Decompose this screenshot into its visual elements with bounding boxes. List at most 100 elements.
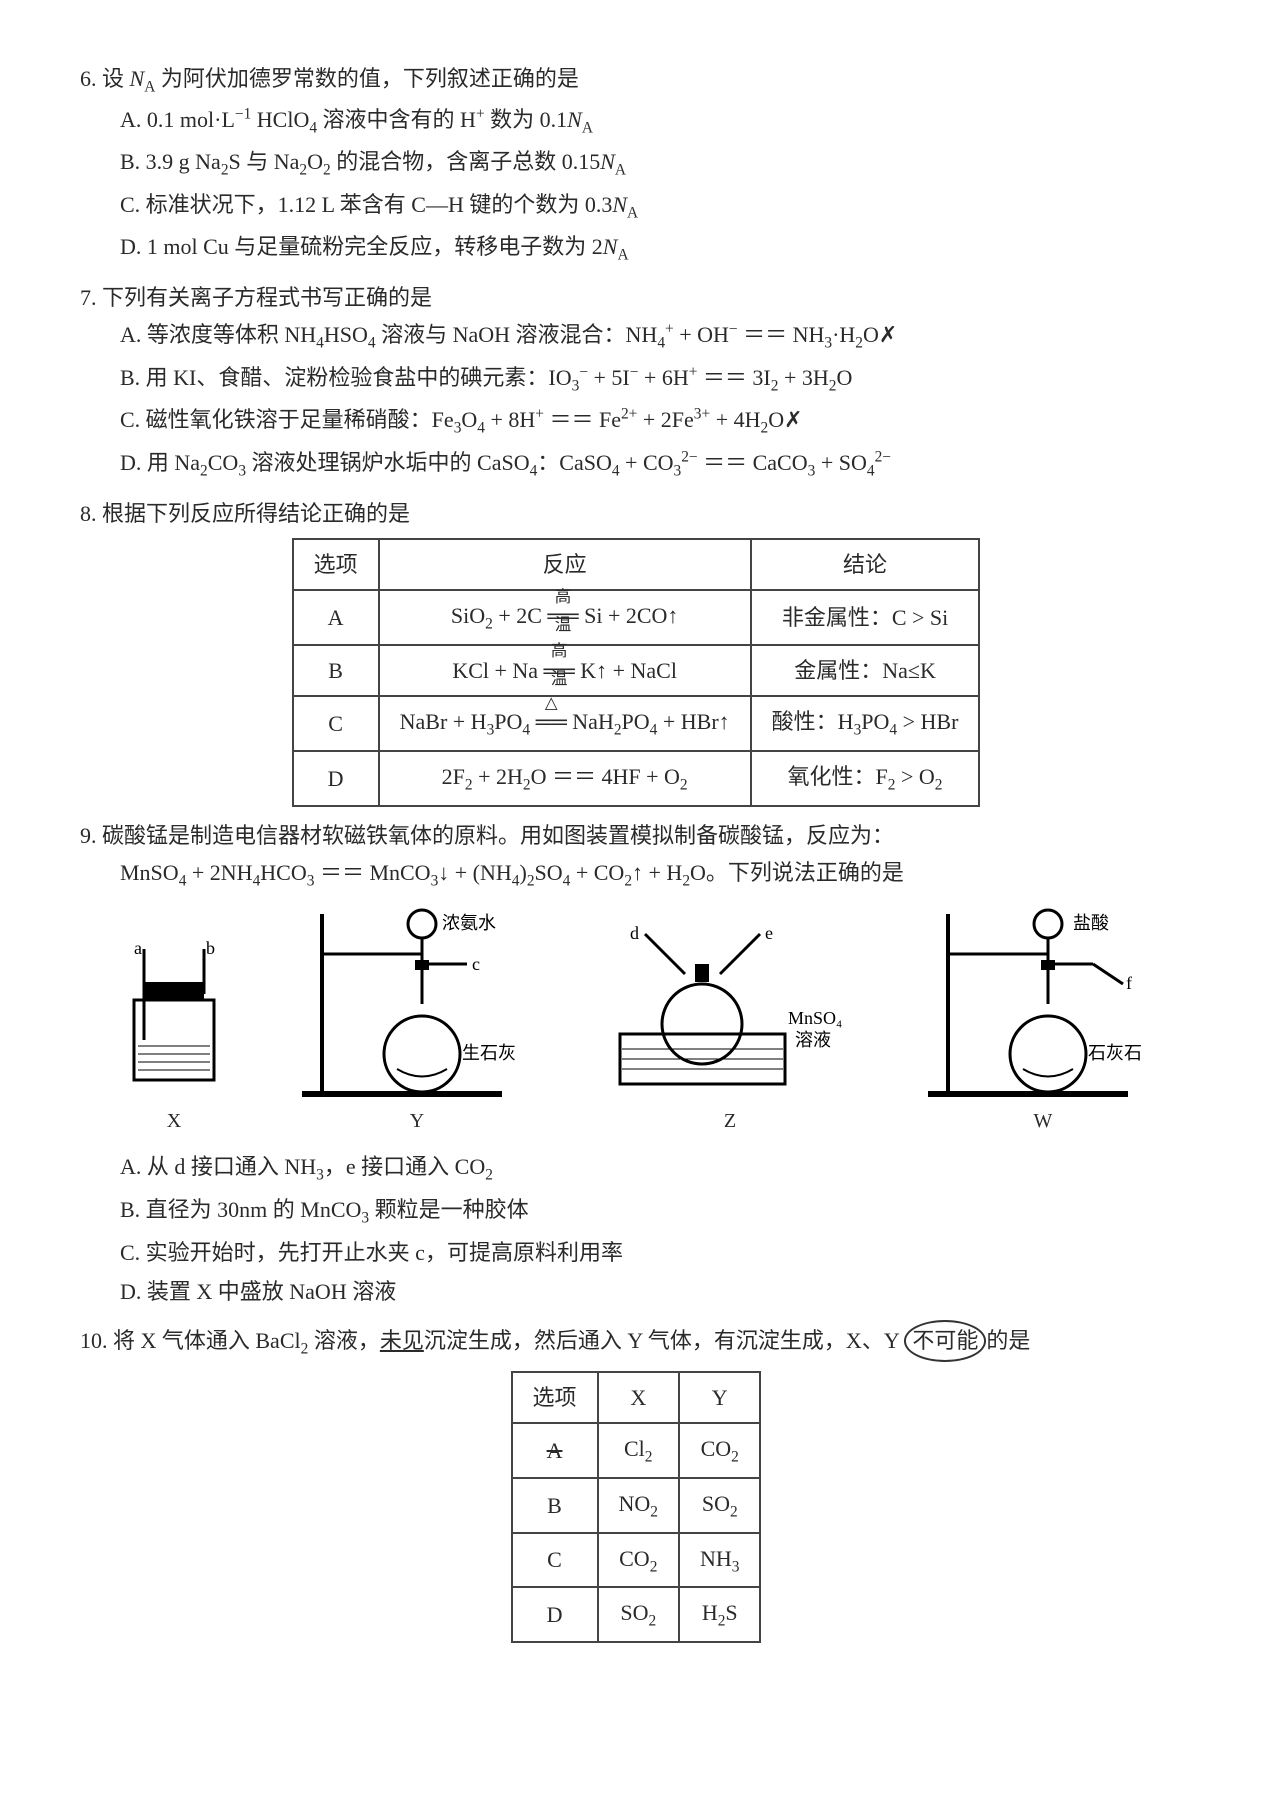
apparatus-w: f 盐酸 石灰石 W xyxy=(928,904,1158,1138)
q8-stem: 8. 根据下列反应所得结论正确的是 xyxy=(80,495,1192,532)
svg-text:f: f xyxy=(1126,973,1132,993)
q6-stem: 6. 设 NA 为阿伏加德罗常数的值，下列叙述正确的是 xyxy=(80,60,1192,101)
q10-d-x: SO2 xyxy=(598,1587,679,1642)
q7-stem-text: 下列有关离子方程式书写正确的是 xyxy=(102,285,432,310)
q10-a-x: Cl2 xyxy=(598,1423,679,1478)
q7-opt-a: A. 等浓度等体积 NH4HSO4 溶液与 NaOH 溶液混合：NH4+ + O… xyxy=(120,316,1192,357)
table-row: 选项 反应 结论 xyxy=(293,539,980,590)
q10-b-y: SO2 xyxy=(679,1478,760,1533)
q10-stem: 10. 将 X 气体通入 BaCl2 溶液，未见沉淀生成，然后通入 Y 气体，有… xyxy=(80,1320,1192,1363)
label-caco3: 石灰石 xyxy=(1088,1043,1142,1063)
q8-d-rxn: 2F2 + 2H2O ＝＝ 4HF + O2 xyxy=(379,751,751,806)
round-flask-stand-icon: c 浓氨水 生石灰 xyxy=(302,904,532,1104)
q9-number: 9. xyxy=(80,823,97,848)
svg-text:e: e xyxy=(765,923,773,943)
q8-a-opt: A xyxy=(293,590,379,645)
question-10: 10. 将 X 气体通入 BaCl2 溶液，未见沉淀生成，然后通入 Y 气体，有… xyxy=(80,1320,1192,1642)
q6-options: A. 0.1 mol·L−1 HClO4 溶液中含有的 H+ 数为 0.1NA … xyxy=(120,101,1192,269)
q7-number: 7. xyxy=(80,285,97,310)
q10-c: C xyxy=(512,1533,598,1588)
q10-c-y: NH3 xyxy=(679,1533,760,1588)
q8-stem-text: 根据下列反应所得结论正确的是 xyxy=(102,501,410,526)
table-row: D SO2 H2S xyxy=(512,1587,761,1642)
table-row: B NO2 SO2 xyxy=(512,1478,761,1533)
table-row: C NaBr + H3PO4 ══△ NaH2PO4 + HBr↑ 酸性：H3P… xyxy=(293,696,980,751)
q10-b: B xyxy=(512,1478,598,1533)
three-neck-flask-icon: d e MnSO₄ 溶液 xyxy=(600,914,860,1104)
svg-text:b: b xyxy=(206,938,215,958)
q10-th-1: X xyxy=(598,1372,679,1423)
q6-opt-a: A. 0.1 mol·L−1 HClO4 溶液中含有的 H+ 数为 0.1NA xyxy=(120,101,1192,142)
svg-text:a: a xyxy=(134,938,142,958)
table-row: A Cl2 CO2 xyxy=(512,1423,761,1478)
label-w: W xyxy=(928,1104,1158,1138)
svg-text:MnSO₄: MnSO₄ xyxy=(788,1008,842,1028)
table-row: B KCl + Na ══高温 K↑ + NaCl 金属性：Na≤K xyxy=(293,645,980,696)
q10-d: D xyxy=(512,1587,598,1642)
q6-opt-b: B. 3.9 g Na2S 与 Na2O2 的混合物，含离子总数 0.15NA xyxy=(120,143,1192,184)
q9-options: A. 从 d 接口通入 NH3，e 接口通入 CO2 B. 直径为 30nm 的… xyxy=(120,1148,1192,1310)
q8-c-con: 酸性：H3PO4 > HBr xyxy=(751,696,980,751)
label-hcl: 盐酸 xyxy=(1073,913,1109,933)
q7-opt-b: B. 用 KI、食醋、淀粉检验食盐中的碘元素：IO3− + 5I− + 6H+ … xyxy=(120,359,1192,400)
q8-d-con: 氧化性：F2 > O2 xyxy=(751,751,980,806)
q10-th-0: 选项 xyxy=(512,1372,598,1423)
q6-stem-text: 设 NA 为阿伏加德罗常数的值，下列叙述正确的是 xyxy=(102,66,579,91)
q9-stem: 9. 碳酸锰是制造电信器材软磁铁氧体的原料。用如图装置模拟制备碳酸锰，反应为： xyxy=(80,817,1192,854)
q7-options: A. 等浓度等体积 NH4HSO4 溶液与 NaOH 溶液混合：NH4+ + O… xyxy=(120,316,1192,484)
table-row: A SiO2 + 2C ══高温 Si + 2CO↑ 非金属性：C > Si xyxy=(293,590,980,645)
q8-c-rxn: NaBr + H3PO4 ══△ NaH2PO4 + HBr↑ xyxy=(379,696,751,751)
question-7: 7. 下列有关离子方程式书写正确的是 A. 等浓度等体积 NH4HSO4 溶液与… xyxy=(80,279,1192,485)
q7-opt-c: C. 磁性氧化铁溶于足量稀硝酸：Fe3O4 + 8H+ ＝＝ Fe2+ + 2F… xyxy=(120,401,1192,442)
table-row: 选项 X Y xyxy=(512,1372,761,1423)
apparatus-x: a b X xyxy=(114,934,234,1138)
svg-text:溶液: 溶液 xyxy=(795,1030,831,1050)
q7-stem: 7. 下列有关离子方程式书写正确的是 xyxy=(80,279,1192,316)
q9-opt-b: B. 直径为 30nm 的 MnCO3 颗粒是一种胶体 xyxy=(120,1191,1192,1232)
q10-d-y: H2S xyxy=(679,1587,760,1642)
q9-equation: MnSO4 + 2NH4HCO3 ＝＝ MnCO3↓ + (NH4)2SO4 +… xyxy=(120,854,1192,895)
label-x: X xyxy=(114,1104,234,1138)
hand-circle: 不可能 xyxy=(904,1320,986,1361)
q9-stem-text1: 碳酸锰是制造电信器材软磁铁氧体的原料。用如图装置模拟制备碳酸锰，反应为： xyxy=(102,823,894,848)
q8-table: 选项 反应 结论 A SiO2 + 2C ══高温 Si + 2CO↑ 非金属性… xyxy=(292,538,981,807)
q8-b-con: 金属性：Na≤K xyxy=(751,645,980,696)
q7-opt-d: D. 用 Na2CO3 溶液处理锅炉水垢中的 CaSO4：CaSO4 + CO3… xyxy=(120,444,1192,485)
q9-opt-c: C. 实验开始时，先打开止水夹 c，可提高原料利用率 xyxy=(120,1234,1192,1271)
q8-th-0: 选项 xyxy=(293,539,379,590)
q10-table: 选项 X Y A Cl2 CO2 B NO2 SO2 C CO2 NH3 D S… xyxy=(511,1371,762,1643)
q8-number: 8. xyxy=(80,501,97,526)
q8-d-opt: D xyxy=(293,751,379,806)
apparatus-y: c 浓氨水 生石灰 Y xyxy=(302,904,532,1138)
q9-diagrams: a b X xyxy=(80,904,1192,1138)
q10-stem-text: 将 X 气体通入 BaCl2 溶液，未见沉淀生成，然后通入 Y 气体，有沉淀生成… xyxy=(113,1328,1030,1353)
q8-c-opt: C xyxy=(293,696,379,751)
q9-opt-d: D. 装置 X 中盛放 NaOH 溶液 xyxy=(120,1273,1192,1310)
q10-b-x: NO2 xyxy=(598,1478,679,1533)
label-y: Y xyxy=(302,1104,532,1138)
round-flask-stand-icon: f 盐酸 石灰石 xyxy=(928,904,1158,1104)
q10-th-2: Y xyxy=(679,1372,760,1423)
q6-opt-c: C. 标准状况下，1.12 L 苯含有 C—H 键的个数为 0.3NA xyxy=(120,186,1192,227)
gas-wash-bottle-icon: a b xyxy=(114,934,234,1104)
svg-text:c: c xyxy=(472,954,480,974)
q10-c-x: CO2 xyxy=(598,1533,679,1588)
table-row: C CO2 NH3 xyxy=(512,1533,761,1588)
label-cao: 生石灰 xyxy=(462,1043,516,1063)
q8-a-con: 非金属性：C > Si xyxy=(751,590,980,645)
q8-th-2: 结论 xyxy=(751,539,980,590)
q8-b-opt: B xyxy=(293,645,379,696)
table-row: D 2F2 + 2H2O ＝＝ 4HF + O2 氧化性：F2 > O2 xyxy=(293,751,980,806)
label-ammonia: 浓氨水 xyxy=(442,913,496,933)
q10-a: A xyxy=(512,1423,598,1478)
q6-opt-d: D. 1 mol Cu 与足量硫粉完全反应，转移电子数为 2NA xyxy=(120,228,1192,269)
apparatus-z: d e MnSO₄ 溶液 Z xyxy=(600,914,860,1138)
question-9: 9. 碳酸锰是制造电信器材软磁铁氧体的原料。用如图装置模拟制备碳酸锰，反应为： … xyxy=(80,817,1192,1311)
q10-number: 10. xyxy=(80,1328,108,1353)
q9-opt-a: A. 从 d 接口通入 NH3，e 接口通入 CO2 xyxy=(120,1148,1192,1189)
svg-text:d: d xyxy=(630,923,639,943)
q6-number: 6. xyxy=(80,66,97,91)
question-8: 8. 根据下列反应所得结论正确的是 选项 反应 结论 A SiO2 + 2C ═… xyxy=(80,495,1192,807)
label-z: Z xyxy=(600,1104,860,1138)
question-6: 6. 设 NA 为阿伏加德罗常数的值，下列叙述正确的是 A. 0.1 mol·L… xyxy=(80,60,1192,269)
